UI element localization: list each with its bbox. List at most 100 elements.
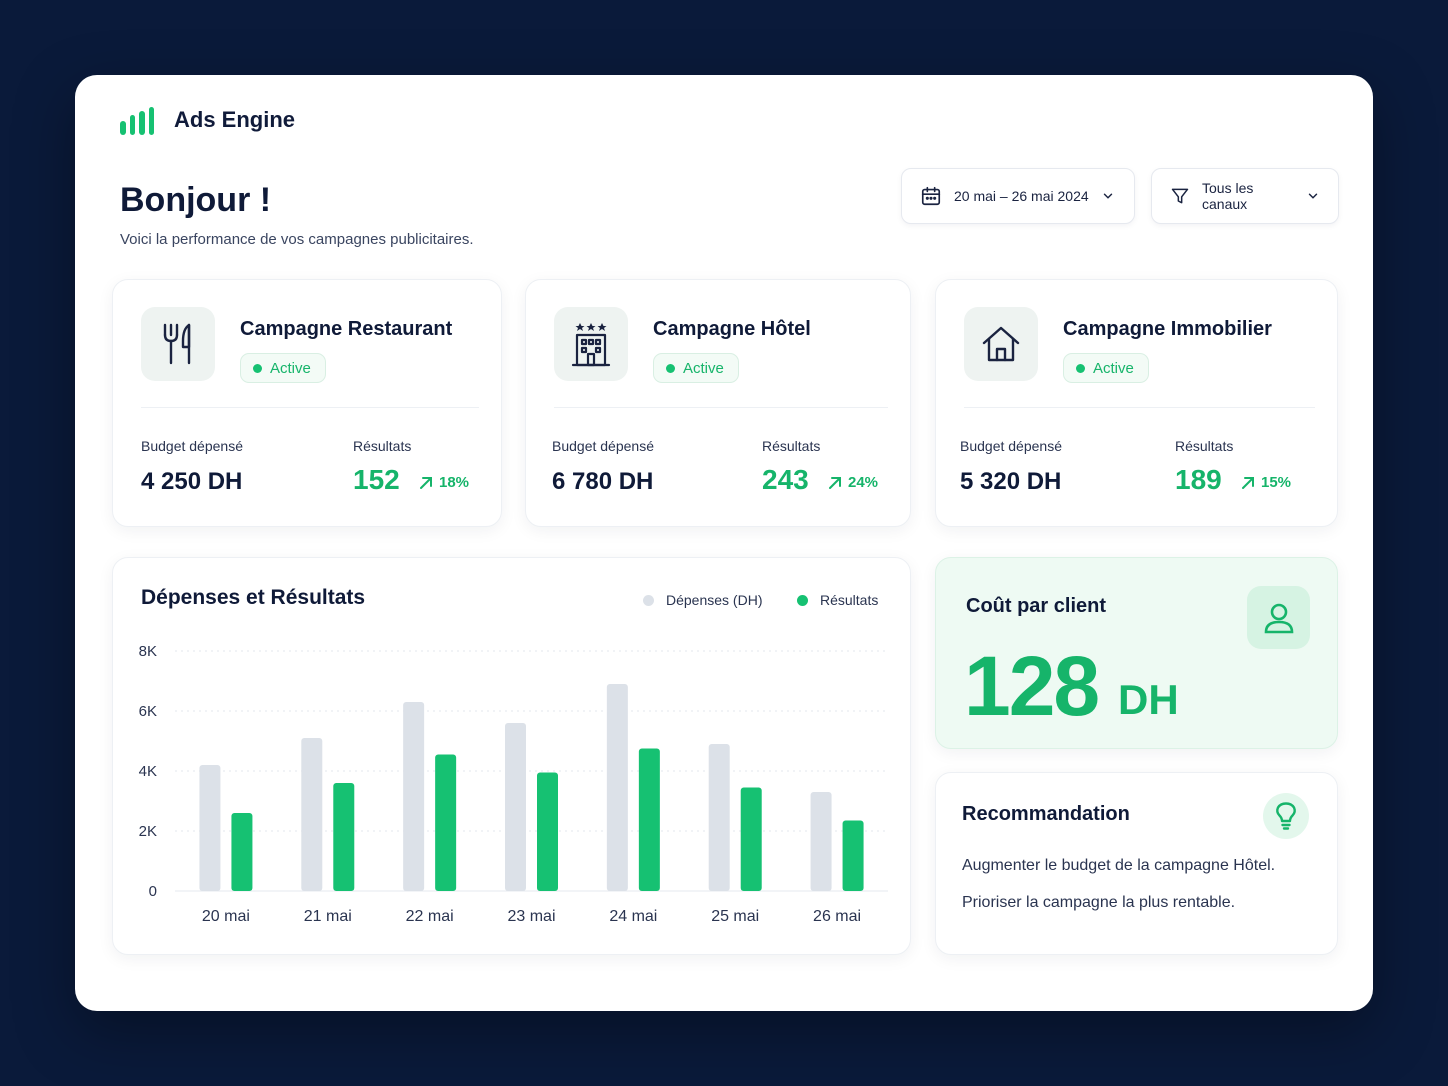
bar-spend	[199, 765, 221, 891]
chart-title: Dépenses et Résultats	[141, 586, 366, 609]
calendar-icon	[921, 186, 941, 206]
cost-per-client-card: Coût par client 128 DH	[935, 557, 1338, 749]
status-dot	[1076, 363, 1085, 373]
legend-label: Dépenses (DH)	[666, 592, 763, 608]
app-title: Ads Engine	[174, 107, 296, 132]
bar-results	[740, 787, 762, 891]
page-title: Bonjour !	[120, 181, 272, 219]
results-value: 243	[762, 464, 809, 495]
budget-value: 6 780 DH	[552, 468, 654, 495]
bar-results	[231, 813, 253, 891]
status-dot	[253, 363, 262, 373]
legend-swatch	[643, 594, 654, 606]
y-tick-label: 6K	[139, 703, 157, 720]
recommendation-line: Augmenter le budget de la campagne Hôtel…	[962, 857, 1276, 874]
chart-plot: 0 2K 4K 6K 8K 20 mai 21 mai 22 mai 23 mai 24 mai 2…	[139, 643, 888, 925]
hotel-icon	[554, 307, 628, 381]
campaign-name: Campagne Immobilier	[1063, 318, 1272, 340]
channel-filter[interactable]: Tous les canaux	[1151, 168, 1339, 224]
bar-results	[638, 748, 660, 891]
x-tick-label: 20 mai	[202, 908, 250, 925]
campaign-card-hotel[interactable]: Campagne Hôtel Active Budget dépensé Rés…	[525, 279, 911, 527]
date-range-picker[interactable]: 20 mai – 26 mai 2024	[901, 168, 1135, 224]
spend-results-chart: Dépenses et Résultats Dépenses (DH) Résu…	[112, 557, 911, 955]
x-tick-label: 26 mai	[813, 908, 861, 925]
budget-value: 5 320 DH	[960, 468, 1062, 495]
budget-label: Budget dépensé	[552, 438, 654, 454]
trend-value: 24%	[848, 474, 879, 491]
results-value: 189	[1175, 464, 1222, 495]
bar-chart-logo-icon	[120, 105, 154, 135]
recommendation-title: Recommandation	[962, 803, 1130, 825]
status-badge: Active	[240, 353, 326, 383]
chevron-down-icon	[1308, 193, 1318, 199]
bar-results	[537, 772, 558, 891]
arrow-up-right-icon	[829, 476, 841, 489]
bar-results	[842, 820, 864, 891]
trend: 18%	[419, 474, 469, 491]
cost-per-client-label: Coût par client	[966, 595, 1107, 617]
legend-item-spend[interactable]: Dépenses (DH)	[643, 592, 762, 608]
campaign-card-immobilier[interactable]: Campagne Immobilier Active Budget dépens…	[935, 279, 1338, 527]
x-tick-label: 21 mai	[304, 908, 352, 925]
bar-results	[333, 783, 355, 891]
status-badge: Active	[653, 353, 739, 383]
page-subtitle: Voici la performance de vos campagnes pu…	[120, 231, 474, 248]
campaign-card-restaurant[interactable]: Campagne Restaurant Active Budget dépens…	[112, 279, 502, 527]
budget-label: Budget dépensé	[960, 438, 1062, 454]
date-range-label: 20 mai – 26 mai 2024	[954, 188, 1089, 204]
y-tick-label: 0	[149, 883, 157, 900]
status-label: Active	[683, 359, 724, 377]
results-label: Résultats	[762, 438, 821, 454]
utensils-icon	[141, 307, 215, 381]
recommendation-card: Recommandation Augmenter le budget de la…	[935, 772, 1338, 955]
y-tick-label: 8K	[139, 643, 157, 660]
recommendation-line: Prioriser la campagne la plus rentable.	[962, 894, 1236, 911]
bar-spend	[708, 744, 730, 891]
status-dot	[666, 363, 675, 373]
arrow-up-right-icon	[420, 476, 432, 489]
status-badge: Active	[1063, 353, 1149, 383]
budget-label: Budget dépensé	[141, 438, 243, 454]
chevron-down-icon	[1103, 193, 1112, 199]
bar-spend	[403, 702, 425, 891]
divider	[141, 407, 479, 408]
trend: 15%	[1241, 474, 1291, 491]
bar-results	[435, 754, 457, 891]
cost-per-client-value: 128	[964, 639, 1100, 733]
divider	[554, 407, 888, 408]
bar-spend	[301, 738, 323, 891]
trend-value: 18%	[439, 474, 470, 491]
x-tick-label: 23 mai	[507, 908, 555, 925]
y-tick-label: 4K	[139, 763, 157, 780]
bar-spend	[810, 792, 832, 891]
channel-filter-label: Tous les canaux	[1202, 180, 1254, 212]
dashboard-window: Ads Engine Bonjour ! Voici la performanc…	[75, 75, 1373, 1011]
divider	[964, 407, 1315, 408]
user-icon	[1247, 586, 1310, 649]
campaign-name: Campagne Restaurant	[240, 318, 453, 340]
trend: 24%	[828, 474, 878, 491]
results-label: Résultats	[353, 438, 412, 454]
lightbulb-icon	[1263, 793, 1309, 839]
x-tick-label: 22 mai	[406, 908, 454, 925]
trend-value: 15%	[1261, 474, 1292, 491]
y-tick-label: 2K	[139, 823, 157, 840]
campaign-name: Campagne Hôtel	[653, 318, 811, 340]
status-label: Active	[1093, 359, 1134, 377]
brand[interactable]: Ads Engine	[120, 105, 295, 135]
x-tick-label: 24 mai	[609, 908, 657, 925]
arrow-up-right-icon	[1242, 476, 1254, 489]
legend-label: Résultats	[820, 592, 879, 608]
legend-item-results[interactable]: Résultats	[797, 592, 878, 608]
bar-spend	[606, 684, 628, 891]
budget-value: 4 250 DH	[141, 468, 243, 495]
legend-swatch	[797, 594, 808, 606]
results-value: 152	[353, 464, 400, 495]
cost-per-client-unit: DH	[1118, 676, 1179, 723]
house-icon	[964, 307, 1038, 381]
bar-spend	[505, 723, 526, 891]
status-label: Active	[270, 359, 311, 377]
filter-icon	[1171, 188, 1189, 204]
results-label: Résultats	[1175, 438, 1234, 454]
